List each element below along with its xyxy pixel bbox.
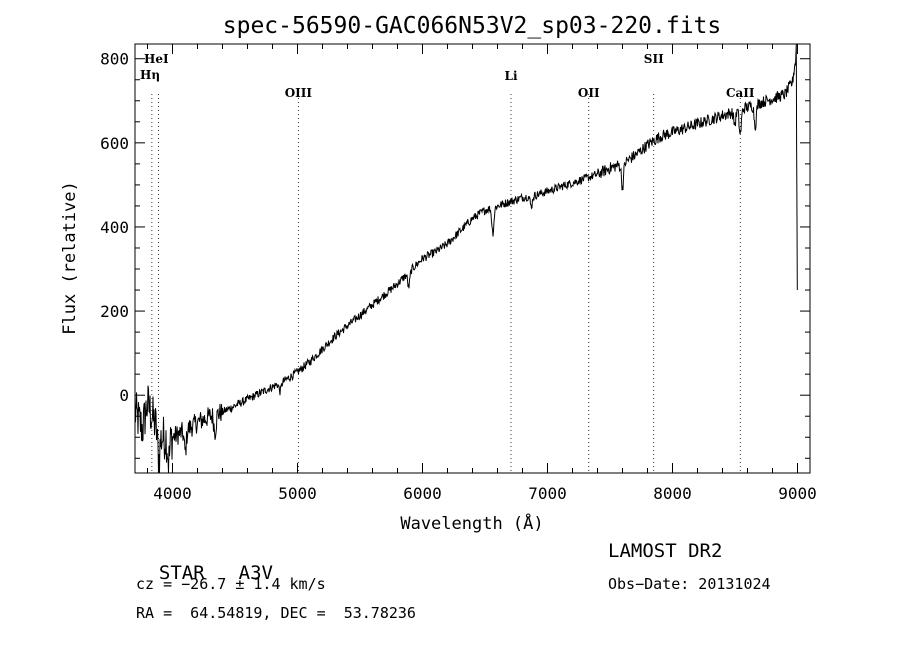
- plot-frame: [134, 43, 811, 474]
- x-axis-label: Wavelength (Å): [400, 512, 543, 534]
- y-tick-label: 800: [100, 50, 129, 69]
- x-tick-label: 4000: [153, 484, 192, 503]
- cz-label: cz = −26.7 ± 1.4 km/s: [136, 575, 326, 593]
- reference-label: OII: [578, 86, 600, 100]
- y-axis-label: Flux (relative): [60, 181, 80, 335]
- y-tick-label: 400: [100, 218, 129, 237]
- reference-label: Li: [505, 69, 518, 83]
- reference-label: HeI: [144, 52, 169, 66]
- x-tick-label: 6000: [403, 484, 442, 503]
- reference-label: CaII: [726, 86, 755, 100]
- survey-label: LAMOST DR2: [608, 540, 723, 562]
- radec-label: RA = 64.54819, DEC = 53.78236: [136, 604, 416, 622]
- object-class: STAR A3V: [136, 540, 273, 584]
- reference-lines: HeI Hη OIII Li OII SII CaII: [140, 52, 755, 473]
- subclass-label: A3V: [238, 562, 273, 584]
- reference-label: Hη: [140, 68, 160, 82]
- y-tick-label: 0: [119, 386, 129, 405]
- x-tick-label: 9000: [778, 484, 817, 503]
- y-tick-label: 200: [100, 302, 129, 321]
- reference-label: OIII: [285, 86, 313, 100]
- y-tick-label: 600: [100, 134, 129, 153]
- class-label: STAR: [158, 562, 205, 584]
- x-tick-label: 8000: [653, 484, 692, 503]
- spectrum-line: [134, 43, 798, 474]
- obs-date-label: Obs−Date: 20131024: [608, 575, 771, 593]
- x-tick-label: 7000: [528, 484, 567, 503]
- tick-labels: 4000 5000 6000 7000 8000 9000 0 200 400 600 800: [100, 50, 817, 503]
- x-tick-label: 5000: [278, 484, 317, 503]
- chart-title: spec-56590-GAC066N53V2_sp03-220.fits: [223, 13, 722, 39]
- reference-label: SII: [644, 52, 664, 66]
- spectrum-chart: spec-56590-GAC066N53V2_sp03-220.fits Flu…: [60, 13, 817, 534]
- plot-axes: [134, 43, 811, 474]
- spectrum-series: [134, 43, 798, 474]
